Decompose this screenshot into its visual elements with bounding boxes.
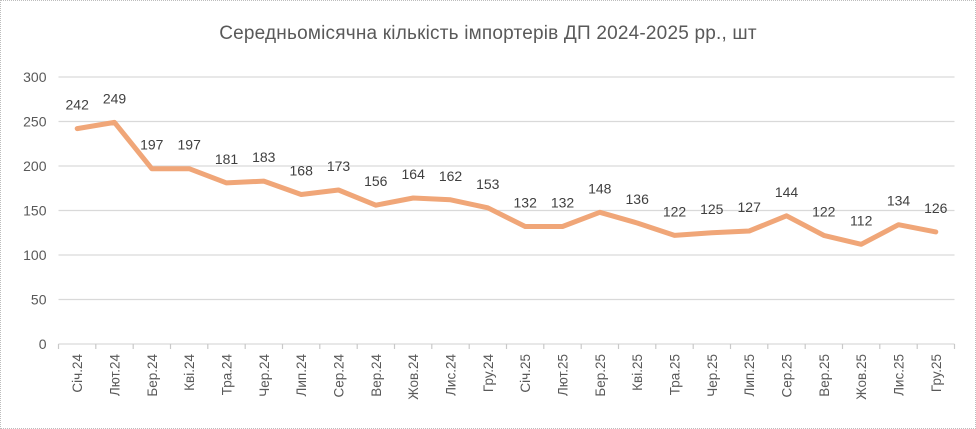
x-axis-category-label: Тра.24 — [220, 354, 235, 396]
data-point-label: 112 — [850, 212, 873, 228]
y-axis-tick-label: 200 — [23, 158, 47, 174]
data-point-label: 132 — [551, 195, 575, 211]
data-point-label: 144 — [775, 184, 799, 200]
data-point-label: 153 — [476, 176, 500, 192]
data-point-label: 148 — [588, 180, 612, 196]
y-axis-tick-label: 100 — [23, 247, 47, 263]
x-axis-category-label: Січ.25 — [518, 354, 533, 393]
data-point-label: 136 — [626, 191, 650, 207]
x-axis-category-label: Лис.24 — [444, 354, 459, 396]
x-axis-category-label: Лис.25 — [892, 354, 907, 396]
data-point-label: 242 — [66, 97, 90, 113]
y-axis-tick-label: 0 — [39, 336, 47, 352]
chart-title: Середньомісячна кількість імпортерів ДП … — [219, 23, 757, 44]
data-point-label: 249 — [103, 90, 127, 106]
y-axis-tick-label: 50 — [31, 292, 47, 308]
x-axis-category-label: Жов.25 — [854, 354, 869, 400]
x-axis-category-label: Чер.25 — [705, 354, 720, 397]
x-axis-category-label: Лют.24 — [108, 354, 123, 397]
x-axis-category-label: Вер.24 — [369, 354, 384, 397]
data-point-label: 156 — [364, 173, 388, 189]
x-axis-category-label: Бер.24 — [145, 354, 160, 397]
y-axis-tick-label: 150 — [23, 203, 47, 219]
x-axis-category-label: Тра.25 — [668, 354, 683, 395]
data-point-label: 125 — [700, 201, 724, 217]
data-point-label: 197 — [178, 137, 202, 153]
x-axis-category-label: Сер.24 — [332, 354, 347, 398]
y-axis-tick-label: 300 — [23, 69, 47, 85]
data-point-label: 183 — [252, 149, 276, 165]
data-point-label: 122 — [812, 203, 836, 219]
data-point-label: 197 — [140, 137, 164, 153]
data-point-label: 126 — [924, 200, 948, 216]
x-axis-category-label: Бер.25 — [593, 354, 608, 397]
series-line — [74, 119, 939, 247]
data-point-label: 173 — [327, 158, 351, 174]
x-axis-category-label: Сер.25 — [780, 354, 795, 398]
data-point-label: 168 — [290, 163, 314, 179]
x-axis-category-label: Гру.25 — [929, 354, 944, 392]
x-axis-category-label: Гру.24 — [481, 354, 496, 393]
x-axis-category-label: Вер.25 — [817, 354, 832, 397]
data-point-label: 181 — [215, 151, 239, 167]
data-point-label: 132 — [514, 195, 538, 211]
data-point-label: 122 — [663, 203, 687, 219]
y-axis-tick-label: 250 — [23, 114, 47, 130]
x-axis-category-label: Лип.24 — [294, 354, 309, 397]
x-axis-category-label: Чер.24 — [257, 354, 272, 397]
x-axis-category-label: Кві.24 — [182, 354, 197, 391]
data-point-label: 162 — [439, 168, 463, 184]
data-point-label: 164 — [402, 166, 426, 182]
data-point-label: 134 — [887, 193, 911, 209]
x-axis-category-label: Лют.25 — [556, 354, 571, 396]
x-axis-category-label: Січ.24 — [70, 354, 85, 393]
x-axis-category-label: Кві.25 — [630, 354, 645, 391]
x-axis-category-label: Лип.25 — [742, 354, 757, 396]
data-point-label: 127 — [738, 199, 762, 215]
x-axis-category-label: Жов.24 — [406, 354, 421, 400]
